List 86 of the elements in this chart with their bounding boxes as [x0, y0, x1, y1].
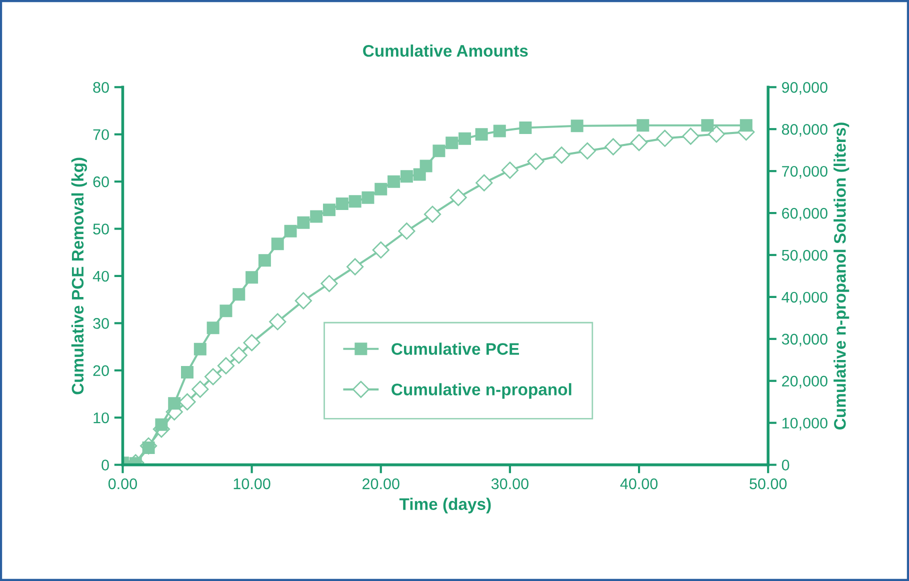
point [570, 120, 584, 132]
point [656, 130, 674, 147]
x-tick-label: 50.00 [750, 478, 787, 490]
y2-tick-label: 70,000 [782, 166, 828, 179]
x-tick-label: 30.00 [491, 478, 528, 490]
point [636, 119, 650, 132]
legend-label: Cumulative PCE [392, 342, 519, 355]
point [220, 304, 232, 318]
point [168, 397, 181, 410]
point [178, 393, 196, 410]
y-tick-label: 0 [102, 460, 109, 470]
point [501, 162, 518, 179]
point [336, 198, 348, 210]
y2-tick-label: 30,000 [782, 334, 828, 346]
point [372, 241, 390, 259]
y-tick-label: 70 [93, 129, 109, 140]
point [476, 174, 493, 192]
y2-axis-title: Cumulative n-propanol Solution (liters) [834, 122, 850, 430]
point [284, 224, 297, 238]
point [519, 121, 532, 134]
y-tick-label: 50 [93, 224, 109, 234]
x-tick-label: 20.00 [362, 478, 400, 490]
point [475, 128, 488, 141]
point [246, 271, 258, 284]
point [206, 322, 220, 334]
point [362, 191, 374, 204]
chart-title: Cumulative Amounts [363, 44, 528, 57]
point [258, 254, 271, 267]
point [630, 134, 648, 152]
point [181, 366, 194, 379]
y-tick-label: 10 [94, 412, 109, 424]
point [604, 138, 622, 156]
y2-tick-label: 0 [782, 460, 790, 470]
point [217, 357, 235, 374]
point [294, 292, 312, 310]
point [271, 238, 284, 250]
point [192, 380, 209, 398]
y2-tick-label: 60,000 [782, 208, 828, 221]
point [155, 418, 168, 431]
point [446, 136, 458, 150]
point [578, 142, 596, 160]
point [297, 216, 310, 229]
y2-tick-label: 20,000 [782, 376, 828, 388]
point [230, 346, 248, 364]
y2-tick-label: 90,000 [782, 82, 828, 95]
point [232, 288, 246, 301]
y-tick-label: 60 [93, 176, 109, 188]
point [348, 195, 362, 208]
y-tick-label: 40 [92, 270, 109, 282]
point [420, 160, 432, 172]
point [553, 146, 570, 164]
point [708, 126, 726, 143]
x-tick-label: 40.00 [620, 478, 658, 490]
point [310, 210, 323, 223]
point [269, 313, 286, 330]
y-axis-title: Cumulative PCE Removal (kg) [71, 158, 87, 394]
x-axis-title: Time (days) [399, 498, 491, 514]
point [740, 119, 752, 132]
point [701, 119, 714, 132]
point [424, 206, 442, 223]
y2-tick-label: 50,000 [782, 250, 828, 262]
legend-label: Cumulative n-propanol [392, 383, 572, 399]
point [322, 204, 336, 216]
y2-tick-label: 40,000 [782, 292, 828, 304]
point [194, 342, 206, 356]
point [682, 128, 700, 145]
x-tick-label: 0.00 [108, 478, 137, 490]
y-tick-label: 80 [93, 82, 109, 93]
x-tick-label: 10.00 [234, 478, 270, 490]
point [450, 188, 467, 206]
y2-tick-label: 10,000 [782, 418, 828, 430]
point [346, 258, 364, 276]
point [400, 170, 413, 183]
point [204, 368, 222, 386]
point [374, 182, 388, 196]
point [388, 175, 400, 188]
point [458, 132, 472, 145]
point [493, 124, 506, 138]
point [320, 274, 338, 292]
y-tick-label: 30 [93, 318, 109, 329]
point [243, 334, 260, 352]
y2-tick-label: 80,000 [782, 124, 828, 137]
point [398, 222, 416, 240]
y-tick-label: 20 [93, 365, 109, 376]
point [527, 152, 544, 170]
point [432, 144, 446, 158]
